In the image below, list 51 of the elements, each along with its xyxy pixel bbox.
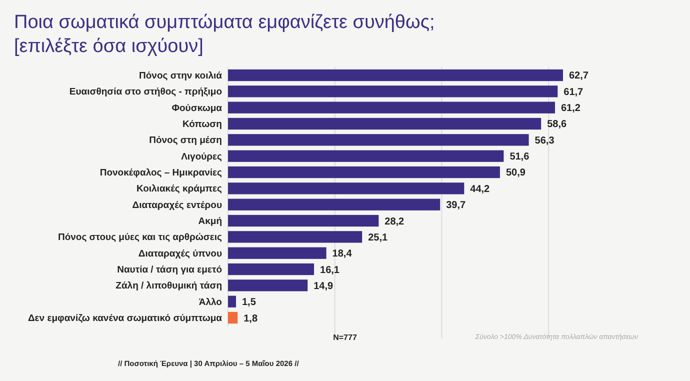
data-label: 1,8 — [244, 313, 258, 324]
y-tick-label: Λιγούρες — [181, 151, 222, 162]
bar — [228, 263, 314, 276]
y-tick-label: Ευαισθησία στο στήθος - πρήξιμο — [69, 86, 222, 98]
bar — [228, 134, 529, 146]
bar — [228, 86, 558, 98]
y-tick-label: Πόνος στην κοιλιά — [139, 70, 222, 82]
y-tick-label: Πόνος στη μέση — [149, 135, 222, 146]
data-label: 51,6 — [510, 152, 530, 163]
y-tick-label: Διαταραχές εντέρου — [132, 200, 222, 211]
y-tick-label: Πόνος στους μύες και τις αρθρώσεις — [58, 232, 222, 244]
bar — [228, 231, 362, 243]
y-tick-label: Πονοκέφαλος – Ημικρανίες — [100, 168, 222, 179]
y-tick-label: Φούσκωμα — [172, 102, 222, 114]
chart-subtitle: [επιλέξτε όσα ισχύουν] — [14, 36, 204, 57]
y-tick-label: Άλλο — [198, 296, 222, 308]
y-tick-label: Κόπωση — [182, 119, 222, 130]
bar — [228, 102, 555, 114]
data-label: 1,5 — [242, 297, 256, 308]
data-label: 25,1 — [368, 232, 388, 244]
bar — [228, 166, 500, 178]
data-label: 58,6 — [547, 119, 567, 130]
data-label: 56,3 — [534, 135, 555, 146]
data-label: 14,9 — [314, 280, 334, 292]
data-label: 18,4 — [332, 248, 352, 260]
bar — [228, 150, 504, 162]
data-label: 44,2 — [470, 184, 490, 195]
data-label: 62,7 — [569, 70, 589, 82]
bar — [228, 280, 308, 292]
bar — [228, 296, 236, 308]
bar — [228, 69, 563, 82]
data-label: 39,7 — [446, 200, 466, 212]
annotation: N=777 — [333, 333, 358, 342]
data-label: 16,1 — [320, 264, 340, 276]
bar — [228, 312, 238, 324]
y-tick-label: Διαταραχές ύπνου — [138, 248, 222, 260]
data-label: 50,9 — [506, 168, 526, 179]
data-label: 61,7 — [564, 86, 584, 98]
bar — [228, 214, 379, 227]
y-tick-label: Ζάλη / λιποθυμική τάση — [116, 280, 222, 292]
bar — [228, 118, 542, 130]
bar — [228, 247, 326, 259]
y-tick-label: Δεν εμφανίζω κανένα σωματικό σύμπτωμα — [28, 313, 222, 324]
y-tick-label: Ναυτία / τάση για εμετό — [117, 264, 222, 276]
bar — [228, 182, 464, 194]
y-tick-label: Κοιλιακές κράμπες — [136, 184, 222, 195]
chart-title: Ποια σωματικά συμπτώματα εμφανίζετε συνήθως; — [14, 12, 435, 33]
data-label: 61,2 — [560, 103, 581, 114]
data-label: 28,2 — [384, 216, 405, 228]
bar — [228, 198, 440, 210]
y-tick-label: Ακμή — [198, 216, 222, 228]
